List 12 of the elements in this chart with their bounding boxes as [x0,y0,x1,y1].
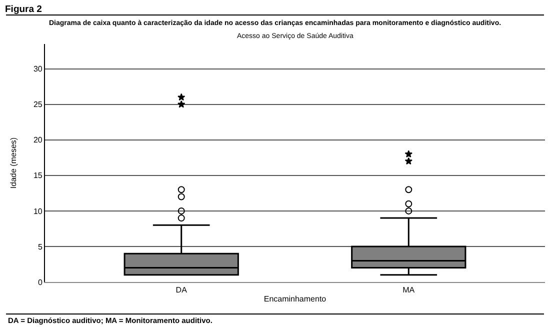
x-tick-label: MA [402,286,416,295]
x-tick-label: DA [176,286,188,295]
y-tick-label: 30 [33,64,43,74]
chart-title: Figura 2 [5,4,42,15]
y-axis-title: Idade (meses) [9,137,18,189]
y-tick-label: 10 [33,206,43,216]
y-tick-label: 15 [33,171,43,180]
y-tick-label: 0 [38,278,43,287]
y-tick-label: 25 [33,100,43,110]
y-tick-label: 20 [33,136,43,145]
y-tick-label: 5 [38,242,43,252]
x-axis-title: Encaminhamento [264,294,327,304]
